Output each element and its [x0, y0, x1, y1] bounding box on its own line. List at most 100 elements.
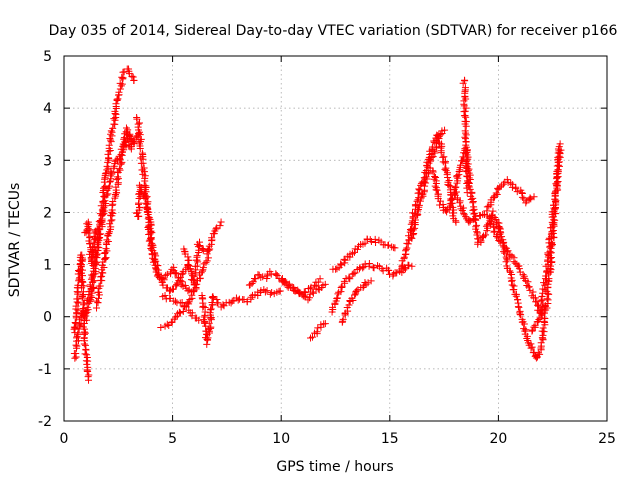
- data-point: [541, 314, 549, 322]
- data-point: [399, 261, 407, 269]
- data-point: [441, 159, 449, 167]
- data-point: [440, 153, 448, 161]
- data-point: [259, 273, 267, 281]
- data-point: [84, 357, 92, 365]
- data-point: [551, 195, 559, 203]
- data-point: [353, 245, 361, 253]
- data-point: [550, 201, 558, 209]
- series-arc-r: [329, 235, 399, 273]
- data-point: [243, 298, 251, 306]
- data-point: [98, 261, 106, 269]
- data-point: [367, 277, 375, 285]
- x-tick-label: 20: [489, 431, 507, 447]
- data-point: [463, 151, 471, 159]
- data-point: [202, 259, 210, 267]
- data-point: [190, 273, 198, 281]
- data-point: [228, 297, 236, 305]
- data-point: [172, 270, 180, 278]
- data-point: [359, 283, 367, 291]
- y-tick-label: 2: [43, 205, 52, 221]
- data-point: [107, 138, 115, 146]
- data-point: [544, 267, 552, 275]
- data-point: [105, 141, 113, 149]
- data-point: [176, 309, 184, 317]
- data-point: [540, 328, 548, 336]
- data-point: [196, 274, 204, 282]
- data-point: [73, 295, 81, 303]
- data-point: [524, 278, 532, 286]
- data-point: [512, 292, 520, 300]
- data-point: [526, 194, 534, 202]
- data-point: [409, 226, 417, 234]
- data-point: [208, 234, 216, 242]
- data-point: [433, 143, 441, 151]
- data-point: [217, 218, 225, 226]
- data-point: [441, 126, 449, 134]
- data-point: [309, 333, 317, 341]
- data-point: [178, 278, 186, 286]
- data-point: [181, 302, 189, 310]
- data-point: [72, 341, 80, 349]
- data-point: [97, 230, 105, 238]
- data-point: [545, 290, 553, 298]
- y-tick-label: 5: [43, 49, 52, 65]
- data-point: [131, 138, 139, 146]
- x-tick-label: 0: [60, 431, 69, 447]
- data-point: [86, 233, 94, 241]
- data-point: [83, 367, 91, 375]
- data-point: [116, 166, 124, 174]
- data-point: [555, 155, 563, 163]
- data-point: [208, 293, 216, 301]
- data-point: [404, 240, 412, 248]
- data-point: [103, 236, 111, 244]
- data-point: [80, 340, 88, 348]
- y-tick-label: 1: [43, 258, 52, 274]
- data-point: [111, 107, 119, 115]
- data-point: [499, 239, 507, 247]
- data-point: [93, 304, 101, 312]
- grid-lines: [64, 56, 607, 421]
- data-point: [133, 115, 141, 123]
- data-point: [432, 174, 440, 182]
- data-point: [462, 113, 470, 121]
- data-point: [166, 295, 174, 303]
- data-point: [515, 303, 523, 311]
- data-point: [513, 188, 521, 196]
- data-point: [112, 100, 120, 108]
- data-point: [83, 316, 91, 324]
- data-point: [345, 301, 353, 309]
- data-point: [465, 216, 473, 224]
- data-point: [522, 199, 530, 207]
- data-point: [353, 287, 361, 295]
- data-point: [459, 79, 467, 87]
- data-point: [103, 162, 111, 170]
- data-point: [175, 308, 183, 316]
- data-point: [339, 315, 347, 323]
- data-point: [464, 178, 472, 186]
- data-point: [525, 283, 533, 291]
- data-point: [109, 209, 117, 217]
- data-point: [473, 221, 481, 229]
- data-point: [433, 186, 441, 194]
- data-point: [94, 294, 102, 302]
- data-point: [94, 299, 102, 307]
- data-point: [546, 243, 554, 251]
- data-point: [518, 193, 526, 201]
- data-point: [526, 286, 534, 294]
- data-point: [106, 220, 114, 228]
- data-point: [71, 354, 79, 362]
- data-point: [546, 242, 554, 250]
- data-point: [491, 227, 499, 235]
- data-point: [529, 288, 537, 296]
- data-point: [429, 153, 437, 161]
- data-point: [216, 222, 224, 230]
- data-point: [81, 350, 89, 358]
- data-point: [257, 287, 265, 295]
- data-point: [158, 278, 166, 286]
- data-point: [261, 288, 269, 296]
- data-point: [88, 278, 96, 286]
- data-point: [408, 234, 416, 242]
- data-point: [115, 165, 123, 173]
